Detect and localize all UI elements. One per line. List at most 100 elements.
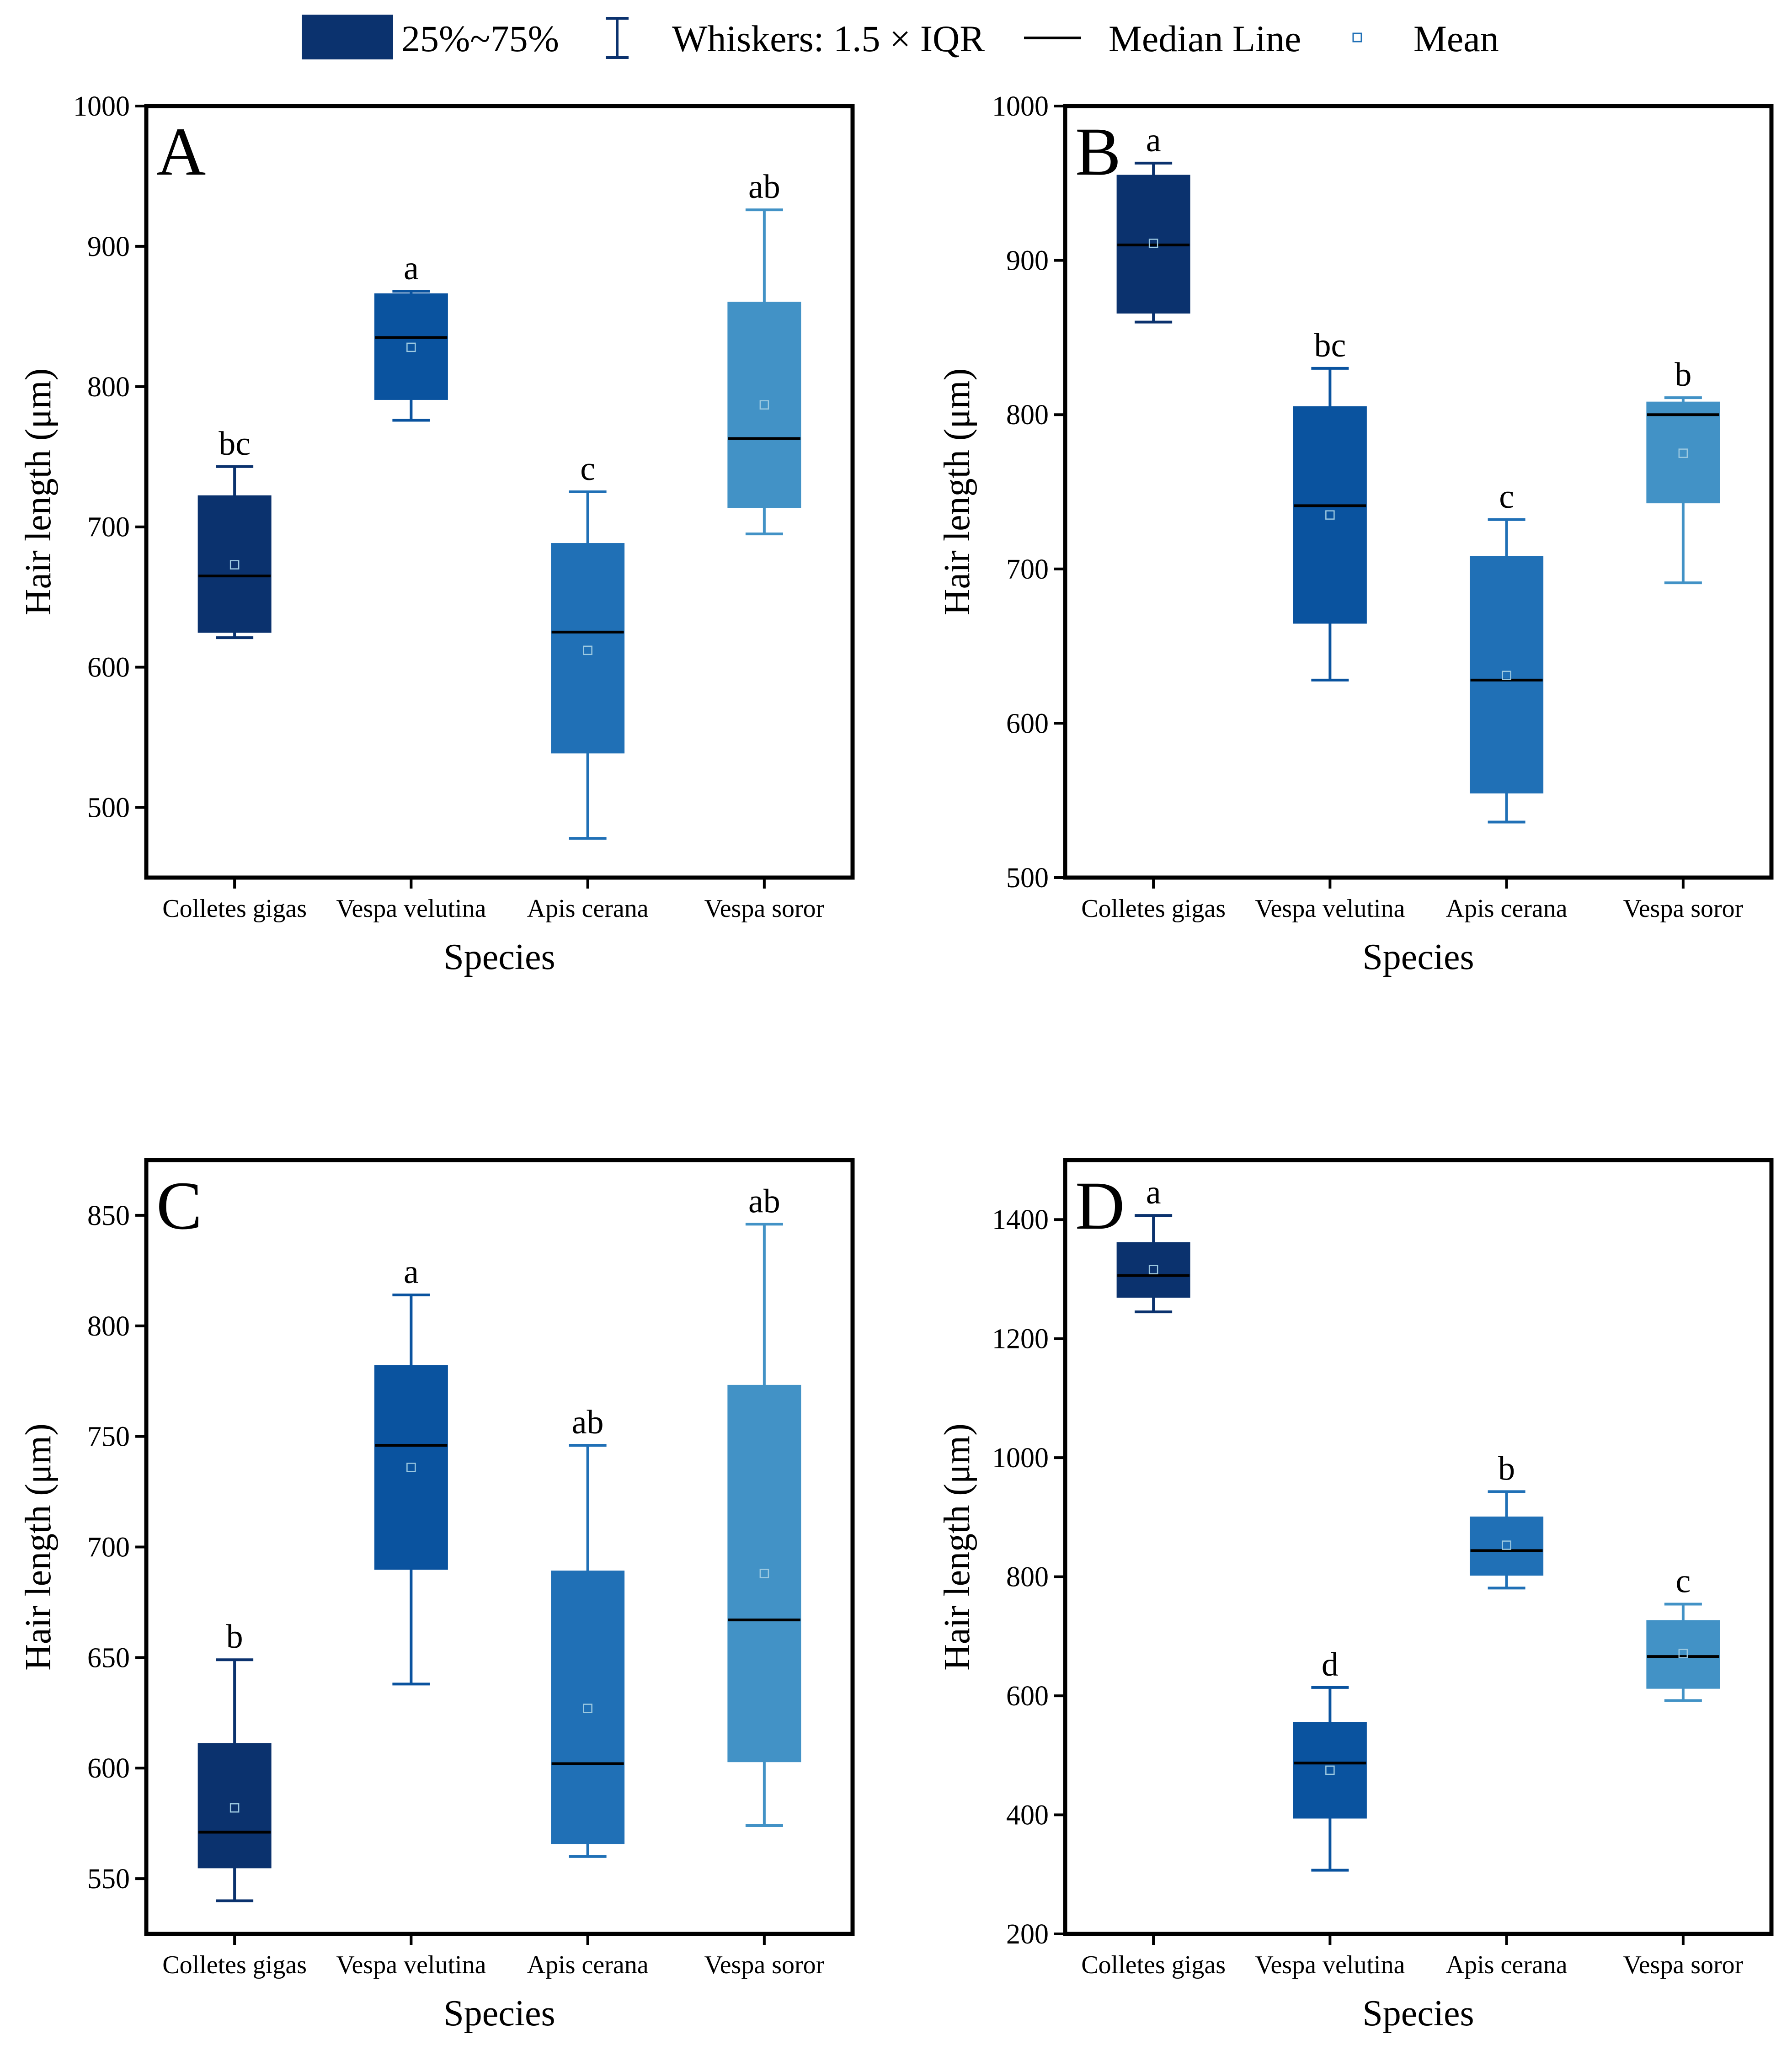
significance-letter: b [1498,1450,1515,1487]
y-tick-label: 700 [1006,554,1049,585]
significance-letter: c [1499,478,1514,516]
mean-marker [583,1704,592,1713]
significance-letter: ab [572,1404,604,1441]
y-tick-label: 400 [1006,1800,1049,1831]
mean-marker [759,400,769,410]
mean-marker [1502,1540,1511,1550]
mean-marker [229,560,240,570]
plot-frame [1063,104,1774,880]
x-tick-label: Colletes gigas [1081,895,1226,923]
significance-letter: a [404,1253,419,1291]
box-colletes-gigas: bc [197,425,272,639]
box-vespa-soror: ab [727,168,801,536]
x-tick-label: Colletes gigas [162,1951,307,1979]
box-colletes-gigas: a [1116,1174,1190,1314]
legend-mean-icon [1352,32,1362,43]
y-axis-title: Hair length (μm) [937,1423,977,1671]
y-tick-label: 700 [87,512,130,543]
iqr-box [197,1743,272,1869]
box-vespa-soror: c [1646,1563,1720,1702]
panel-b: 500 600 700 800 900 1000 Colletes gigas Vespa v… [937,91,1774,977]
x-tick-label: Vespa soror [1623,895,1743,923]
y-tick-label: 800 [1006,1562,1049,1593]
box-apis-cerana: c [1470,478,1544,824]
box-apis-cerana: c [551,450,625,840]
chart-panels: 500 600 700 800 900 1000 Colletes gigas Vespa v… [18,91,1774,2034]
panel-c: 550 600 650 700 750 800 850 Colletes gigas Vespa… [18,1158,855,2034]
panel-d: 200 400 600 800 1000 1200 1400 Colletes gigas Ve… [937,1158,1774,2034]
y-tick-label: 900 [87,231,130,262]
y-tick-label: 600 [1006,708,1049,739]
iqr-box [727,302,801,508]
box-vespa-soror: ab [727,1182,801,1827]
x-axis-title: Species [1362,1993,1474,2034]
iqr-box [551,1571,625,1844]
legend-whisker-icon [606,17,629,59]
y-tick-label: 750 [87,1422,130,1453]
panel-a: 500 600 700 800 900 1000 Colletes gigas Vespa v… [18,91,855,977]
y-axis-title: Hair length (μm) [18,368,59,616]
mean-marker [759,1569,769,1578]
mean-marker [1678,448,1688,458]
plot-frame [144,1158,855,1936]
significance-letter: b [226,1618,243,1656]
y-tick-label: 500 [87,793,130,824]
mean-marker [1148,1265,1158,1274]
y-tick-label: 650 [87,1642,130,1673]
iqr-box [727,1384,801,1762]
significance-letter: a [404,250,419,287]
significance-letter: a [1146,122,1161,159]
x-axis-title: Species [443,1993,555,2034]
y-tick-label: 600 [87,1753,130,1784]
x-tick-label: Vespa soror [704,895,824,923]
x-tick-label: Vespa soror [1623,1951,1743,1979]
legend-box-swatch [302,15,393,59]
y-tick-label: 1200 [992,1324,1049,1355]
x-tick-label: Apis cerana [527,895,649,923]
significance-letter: d [1322,1646,1339,1683]
box-vespa-soror: b [1646,356,1720,585]
x-tick-label: Vespa soror [704,1951,824,1979]
significance-letter: bc [1314,327,1346,364]
box-apis-cerana: b [1470,1450,1544,1590]
iqr-box [1293,1722,1367,1819]
iqr-box [374,1365,448,1570]
box-vespa-velutina: d [1293,1646,1367,1872]
significance-letter: c [580,450,595,488]
panel-letter: B [1075,114,1121,190]
y-tick-label: 800 [1006,399,1049,431]
legend-median-label: Median Line [1109,18,1301,59]
iqr-box [1116,1242,1190,1298]
x-tick-label: Apis cerana [1446,1951,1568,1979]
x-tick-label: Vespa velutina [1255,1951,1405,1979]
mean-marker [229,1803,240,1813]
y-tick-label: 500 [1006,863,1049,894]
iqr-box [1646,401,1720,504]
iqr-box [551,543,625,754]
panel-letter: D [1075,1168,1125,1244]
plot-frame [144,104,855,880]
y-axis-title: Hair length (μm) [18,1423,59,1671]
legend: 25%~75% Whiskers: 1.5 × IQR Median Line … [302,15,1499,59]
mean-marker [1325,1765,1335,1775]
x-tick-label: Colletes gigas [1081,1951,1226,1979]
iqr-box [1470,556,1544,793]
y-tick-label: 550 [87,1864,130,1895]
x-tick-label: Apis cerana [527,1951,649,1979]
y-tick-label: 600 [1006,1681,1049,1712]
legend-whisker-label: Whiskers: 1.5 × IQR [672,18,985,59]
x-tick-label: Vespa velutina [336,895,486,923]
x-tick-label: Apis cerana [1446,895,1568,923]
box-colletes-gigas: b [197,1618,272,1902]
significance-letter: ab [748,1182,780,1220]
panel-letter: A [156,114,206,190]
box-apis-cerana: ab [551,1404,625,1858]
x-tick-label: Vespa velutina [1255,895,1405,923]
panel-letter: C [156,1168,202,1244]
box-colletes-gigas: a [1116,122,1190,324]
significance-letter: a [1146,1174,1161,1211]
y-axis-title: Hair length (μm) [937,368,977,616]
mean-marker [406,342,416,352]
box-vespa-velutina: bc [1293,327,1367,682]
